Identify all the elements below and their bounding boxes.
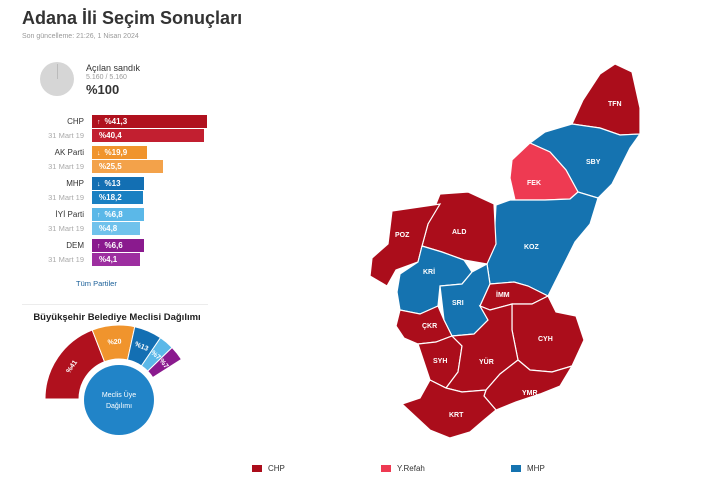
party-current-chp: %41,3 (104, 117, 128, 126)
party-prev-bar-mhp: %18,2 (92, 191, 143, 204)
district-KOZ[interactable] (486, 191, 599, 297)
legend-item-chp: CHP (252, 464, 285, 473)
council-segment-label-3: %7 (149, 350, 161, 362)
council-center-label-1: Meclis Üye (102, 391, 136, 399)
arrow-down-icon: ↓ (97, 181, 101, 188)
party-previous-mhp: %18,2 (99, 193, 122, 202)
ballot-count: 5.160 / 5.160 (86, 74, 127, 81)
ballot-pie-icon (40, 62, 74, 96)
party-bar-dem: ↑ %6,6 (92, 239, 144, 252)
party-name-chp: CHP (67, 117, 84, 126)
party-prev-label-akparti: 31 Mart 19 (48, 162, 84, 171)
all-parties-link[interactable]: Tüm Partiler (76, 279, 117, 288)
legend-swatch-mhp (511, 465, 521, 473)
party-prev-bar-iyiparti: %4,8 (92, 222, 140, 235)
party-prev-label-mhp: 31 Mart 19 (48, 193, 84, 202)
legend-label-yrefah: Y.Refah (397, 464, 425, 473)
arrow-down-icon: ↓ (97, 150, 101, 157)
party-previous-iyiparti: %4,8 (99, 224, 118, 233)
legend-swatch-yrefah (381, 465, 391, 473)
party-current-akparti: %19,9 (104, 148, 128, 157)
council-segment-label-1: %20 (107, 338, 122, 346)
council-center-button[interactable] (84, 365, 154, 435)
party-name-mhp: MHP (66, 179, 84, 188)
party-bar-akparti: ↓ %19,9 (92, 146, 148, 159)
party-current-dem: %6,6 (104, 241, 123, 250)
council-segment-label-2: %13 (134, 341, 150, 353)
party-prev-label-iyiparti: 31 Mart 19 (48, 224, 84, 233)
party-name-akparti: AK Parti (54, 148, 84, 157)
party-prev-label-chp: 31 Mart 19 (48, 131, 84, 140)
party-previous-dem: %4,1 (99, 255, 118, 264)
legend-swatch-chp (252, 465, 262, 473)
party-current-mhp: %13 (104, 179, 121, 188)
party-prev-bar-akparti: %25,5 (92, 160, 163, 173)
district-POZ[interactable] (369, 203, 442, 287)
party-prev-bar-dem: %4,1 (92, 253, 140, 266)
divider (22, 304, 208, 305)
arrow-up-icon: ↑ (97, 243, 101, 250)
district-YMR[interactable] (483, 359, 574, 411)
party-name-dem: DEM (66, 241, 84, 250)
party-current-iyiparti: %6,8 (104, 210, 123, 219)
party-prev-bar-chp: %40,4 (92, 129, 205, 142)
council-title: Büyükşehir Belediye Meclisi Dağılımı (33, 312, 201, 323)
ballot-label: Açılan sandık (86, 63, 141, 73)
legend-item-mhp: MHP (511, 464, 545, 473)
party-prev-label-dem: 31 Mart 19 (48, 255, 84, 264)
district-CYH[interactable] (511, 295, 585, 373)
council-chart: %41%20 %13%7%7 Meclis Üye Dağılımı (44, 325, 183, 439)
last-updated: Son güncelleme: 21:26, 1 Nisan 2024 (22, 33, 139, 40)
page-title: Adana İli Seçim Sonuçları (22, 8, 243, 28)
party-bar-mhp: ↓ %13 (92, 177, 144, 190)
district-KRT[interactable] (400, 379, 497, 439)
party-previous-akparti: %25,5 (99, 162, 122, 171)
council-center-label-2: Dağılımı (106, 403, 132, 410)
party-bar-chp: ↑ %41,3 (92, 115, 207, 128)
party-name-iyiparti: İYİ Parti (55, 210, 84, 219)
party-previous-chp: %40,4 (99, 131, 122, 140)
district-TFN[interactable] (571, 63, 641, 136)
party-bar-iyiparti: ↑ %6,8 (92, 208, 144, 221)
arrow-up-icon: ↑ (97, 212, 101, 219)
ballot-percent: %100 (86, 82, 120, 97)
council-segment-label-4: %7 (158, 358, 170, 370)
legend-label-mhp: MHP (527, 464, 545, 473)
legend-item-yrefah: Y.Refah (381, 464, 425, 473)
arrow-up-icon: ↑ (97, 119, 101, 126)
legend-label-chp: CHP (268, 464, 285, 473)
